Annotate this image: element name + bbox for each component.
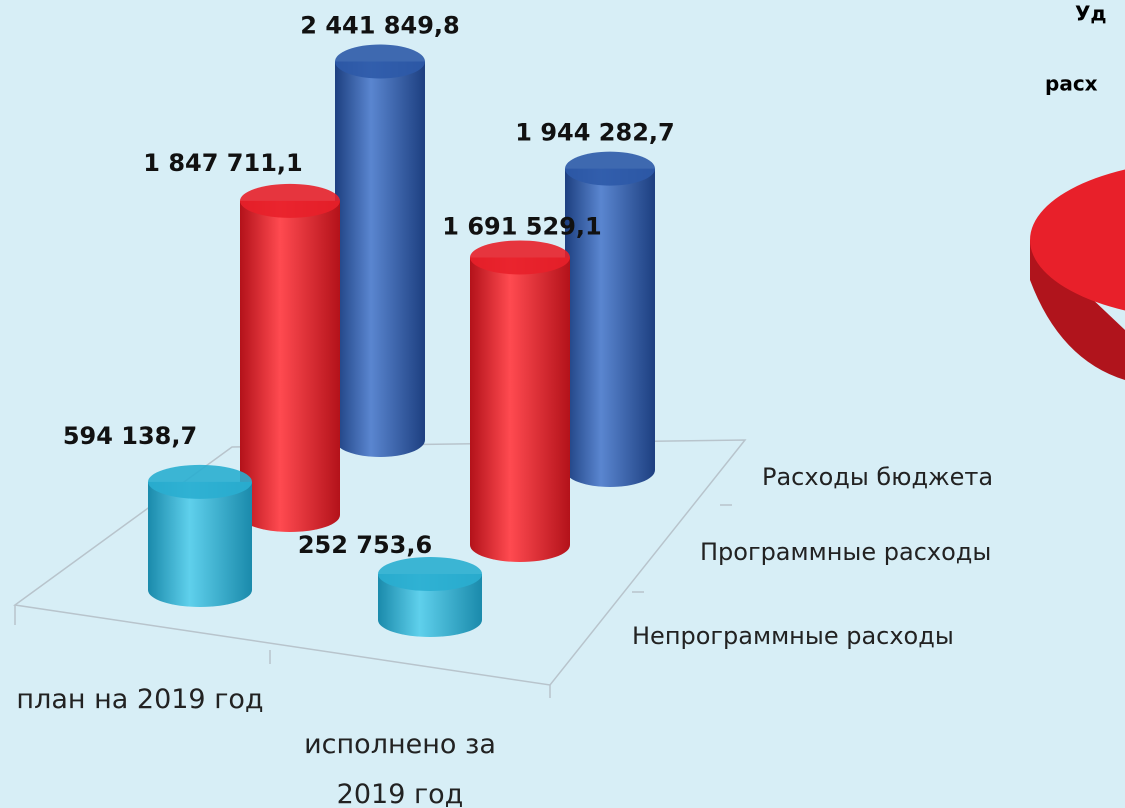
category-label: исполнено за 2019 год (304, 729, 496, 808)
side-text: Уд (1075, 2, 1107, 26)
pie-fragment (1030, 169, 1125, 380)
cylinder-top (240, 183, 340, 218)
value-label: 594 138,7 (63, 422, 197, 450)
cylinder-top (378, 556, 482, 591)
value-label: 1 944 282,7 (515, 119, 674, 147)
cylinder (470, 257, 570, 562)
cylinder (240, 200, 340, 533)
cylinder-top (335, 44, 425, 79)
cylinder-top (470, 240, 570, 275)
value-label: 2 441 849,8 (300, 12, 459, 40)
cylinder (378, 573, 482, 637)
category-label: план на 2019 год (16, 684, 264, 715)
legend-label: Программные расходы (700, 538, 991, 566)
side-text: расх (1045, 72, 1098, 96)
value-label: 252 753,6 (298, 531, 432, 559)
value-label: 1 691 529,1 (442, 212, 601, 240)
cylinder (335, 61, 425, 458)
value-label: 1 847 711,1 (143, 149, 302, 177)
cylinder (565, 168, 655, 488)
cylinder-top (565, 151, 655, 186)
legend-label: Расходы бюджета (762, 463, 993, 491)
cylinder-top (148, 464, 252, 499)
cylinder (148, 481, 252, 607)
legend-label: Непрограммные расходы (632, 622, 954, 650)
